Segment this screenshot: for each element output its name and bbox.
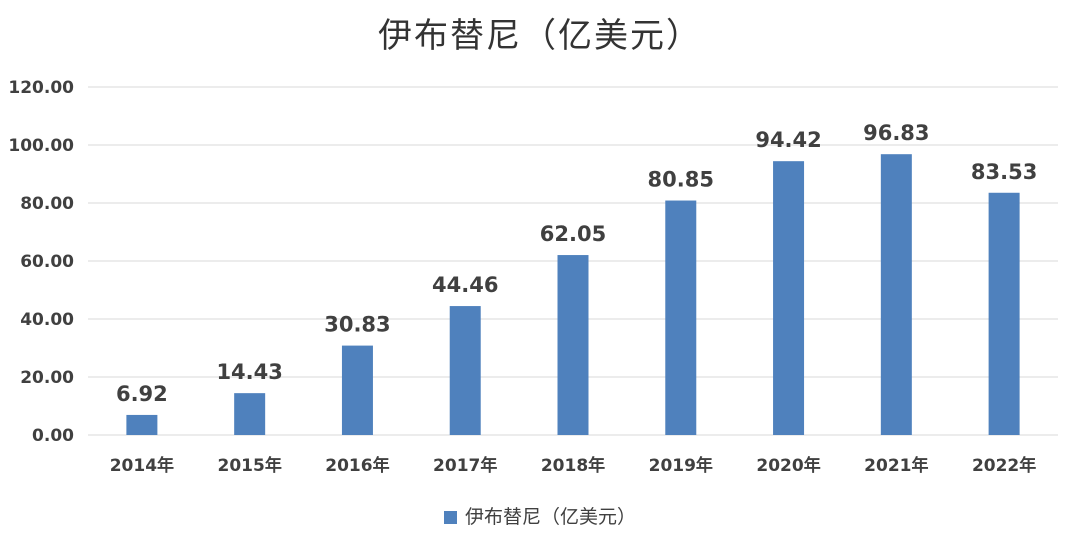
bar	[449, 306, 481, 435]
bar	[773, 161, 805, 435]
data-label: 80.85	[648, 168, 714, 192]
chart-title: 伊布替尼（亿美元）	[378, 16, 702, 56]
bar	[880, 154, 912, 435]
y-tick-label: 80.00	[20, 194, 74, 214]
bar	[557, 255, 589, 435]
x-tick-label: 2022年	[972, 455, 1036, 476]
y-tick-label: 0.00	[32, 426, 74, 446]
x-tick-label: 2016年	[325, 455, 389, 476]
x-tick-label: 2020年	[756, 455, 820, 476]
data-label: 44.46	[432, 273, 498, 297]
data-label: 30.83	[324, 313, 390, 337]
data-label: 83.53	[971, 160, 1037, 184]
x-tick-label: 2019年	[649, 455, 713, 476]
y-tick-label: 40.00	[20, 310, 74, 330]
data-label: 14.43	[216, 360, 282, 384]
bar	[234, 393, 266, 435]
bar	[988, 192, 1020, 435]
y-tick-label: 100.00	[8, 136, 74, 156]
data-label: 62.05	[540, 222, 606, 246]
data-label: 6.92	[116, 382, 168, 406]
data-labels: 6.92 14.43 30.83 44.46 62.05 80.85 94.42 96.83 8…	[116, 121, 1037, 406]
bar	[341, 345, 373, 435]
data-label: 96.83	[863, 121, 929, 145]
bar	[665, 200, 697, 435]
x-tick-label: 2018年	[541, 455, 605, 476]
x-tick-label: 2015年	[218, 455, 282, 476]
y-tick-label: 60.00	[20, 252, 74, 272]
bars	[126, 154, 1020, 435]
legend-label: 伊布替尼（亿美元）	[464, 506, 636, 528]
y-tick-label: 20.00	[20, 368, 74, 388]
y-axis-ticks: 0.00 20.00 40.00 60.00 80.00 100.00 120.00	[8, 78, 74, 446]
y-tick-label: 120.00	[8, 78, 74, 98]
legend: 伊布替尼（亿美元）	[0, 502, 1080, 529]
legend-swatch	[443, 511, 457, 524]
x-tick-label: 2017年	[433, 455, 497, 476]
x-tick-label: 2014年	[110, 455, 174, 476]
bar	[126, 414, 158, 435]
x-tick-label: 2021年	[864, 455, 928, 476]
x-axis-ticks: 2014年 2015年 2016年 2017年 2018年 2019年 2020年 2021年…	[110, 455, 1037, 476]
data-label: 94.42	[755, 128, 821, 152]
